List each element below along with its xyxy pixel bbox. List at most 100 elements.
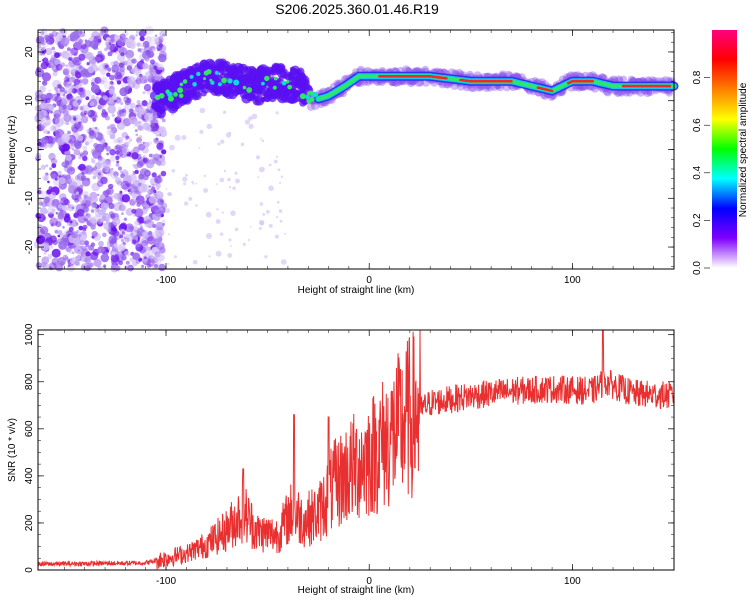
spectrogram-noise-blob (119, 170, 123, 174)
spectrogram-noise-blob (161, 118, 166, 123)
spectrogram-ridge-blob (572, 84, 579, 92)
spectrogram-noise-blob (160, 199, 164, 203)
spectrogram-noise-blob (120, 180, 130, 190)
spectrogram-noise-blob (49, 167, 52, 171)
spectrogram-noise-blob (145, 159, 155, 169)
spectrogram-noise-blob (203, 174, 206, 178)
spectrogram-hotspot (214, 70, 219, 75)
spectrogram-noise-blob (141, 248, 146, 253)
spectrogram-noise-blob (90, 242, 96, 247)
spectrogram-ridge-blob (306, 102, 315, 111)
spectrogram-noise-blob (156, 142, 164, 150)
spectrogram-noise-blob (85, 251, 91, 257)
spectrogram-noise-blob (127, 264, 134, 272)
spectrogram-noise-blob (279, 219, 283, 223)
spectrogram-noise-blob (65, 246, 72, 253)
spectrogram-noise-blob (90, 94, 96, 100)
spectrogram-noise-blob (88, 131, 97, 139)
spectrogram-noise-blob (82, 145, 88, 151)
spectrogram-noise-blob (58, 177, 66, 185)
spectrogram-noise (34, 25, 287, 273)
spectrogram-noise-blob (135, 180, 138, 183)
spectrogram-hotspot (261, 81, 265, 86)
spectrogram-ridge-blob (388, 79, 396, 87)
spectrogram-noise-blob (90, 198, 95, 203)
spectrogram-noise-blob (100, 176, 108, 185)
spectrogram-noise-blob (155, 221, 164, 231)
spectrogram-noise-blob (91, 72, 95, 76)
spectrogram-noise-blob (69, 161, 72, 165)
spectrogram-noise-blob (73, 122, 81, 130)
colorbar-tick-label: 0.6 (692, 118, 703, 132)
spectrogram-noise-blob (108, 42, 112, 45)
spectrogram-noise-blob (57, 174, 61, 178)
spectrogram-noise-blob (269, 163, 272, 167)
spectrogram-noise-blob (109, 81, 114, 85)
spectrogram-noise-blob (125, 223, 134, 233)
spectrogram-noise-blob (50, 110, 53, 114)
spectrogram-hotspot (242, 85, 247, 90)
spectrogram-noise-blob (121, 194, 131, 203)
spectrogram-hotspot (177, 87, 184, 94)
spectrogram-noise-blob (80, 235, 87, 242)
snr-y-tick-label: 400 (24, 467, 35, 484)
spectrogram-noise-blob (90, 203, 98, 211)
spectrogram-y-tick-label: 0 (24, 146, 35, 152)
spectrogram-noise-blob (230, 245, 233, 247)
spectrogram-noise-blob (268, 185, 274, 191)
spectrogram-noise-blob (156, 160, 162, 166)
spectrogram-noise-blob (81, 39, 85, 43)
spectrogram-noise-blob (102, 95, 108, 101)
spectrogram-hotspot (182, 79, 188, 84)
spectrogram-noise-blob (48, 89, 51, 93)
spectrogram-noise-blob (215, 219, 221, 224)
spectrogram-hotspot (281, 80, 287, 86)
spectrogram-noise-blob (220, 139, 225, 144)
spectrogram-noise-blob (45, 47, 53, 56)
spectrogram-noise-blob (95, 96, 99, 100)
spectrogram-noise-blob (259, 166, 265, 173)
spectrogram-noise-blob (106, 42, 115, 51)
spectrogram-noise-blob (124, 250, 130, 257)
spectrogram-noise-blob (145, 171, 150, 176)
spectrogram-noise-blob (54, 229, 59, 234)
spectrogram-noise-blob (151, 204, 161, 214)
spectrogram-ridge-peak-segment (378, 75, 448, 80)
spectrogram-noise-blob (111, 64, 120, 73)
spectrogram-y-tick-label: -10 (24, 191, 35, 206)
spectrogram-noise-blob (152, 257, 159, 264)
spectrogram-noise-blob (195, 182, 198, 185)
spectrogram-noise-blob (77, 249, 80, 252)
spectrogram-noise-blob (151, 261, 160, 270)
spectrogram-noise-blob (138, 173, 145, 180)
spectrogram-noise-blob (57, 213, 64, 220)
spectrogram-noise-blob (55, 211, 59, 215)
spectrogram-noise-blob (183, 182, 187, 186)
spectrogram-noise-blob (68, 249, 74, 254)
spectrogram-noise-blob (91, 182, 100, 192)
spectrogram-noise-blob (40, 207, 48, 215)
spectrogram-noise-blob (67, 63, 76, 73)
spectrogram-noise-blob (84, 51, 92, 60)
spectrogram-noise-blob (102, 111, 108, 116)
spectrogram-noise-blob (150, 59, 155, 65)
spectrogram-hotspot (233, 79, 240, 86)
spectrogram-noise-blob (71, 88, 78, 94)
spectrogram-noise-blob (257, 176, 260, 179)
spectrogram-noise-blob (59, 261, 65, 266)
spectrogram-noise-blob (151, 183, 155, 187)
colorbar-tick-label: 0.8 (692, 70, 703, 84)
spectrogram-noise-blob (161, 149, 167, 155)
spectrogram-noise-blob (117, 115, 121, 119)
spectrogram-noise-blob (137, 183, 147, 193)
snr-y-tick-label: 600 (24, 420, 35, 437)
spectrogram-noise-blob (117, 107, 122, 111)
spectrogram-noise-blob (91, 230, 98, 238)
spectrogram-noise-blob (80, 265, 87, 271)
spectrogram-noise-blob (80, 263, 88, 270)
spectrogram-noise-blob (93, 166, 98, 171)
spectrogram-noise-blob (137, 125, 143, 131)
spectrogram-noise-blob (148, 158, 155, 165)
spectrogram-noise-blob (106, 37, 111, 42)
spectrogram-noise-blob (138, 143, 146, 151)
